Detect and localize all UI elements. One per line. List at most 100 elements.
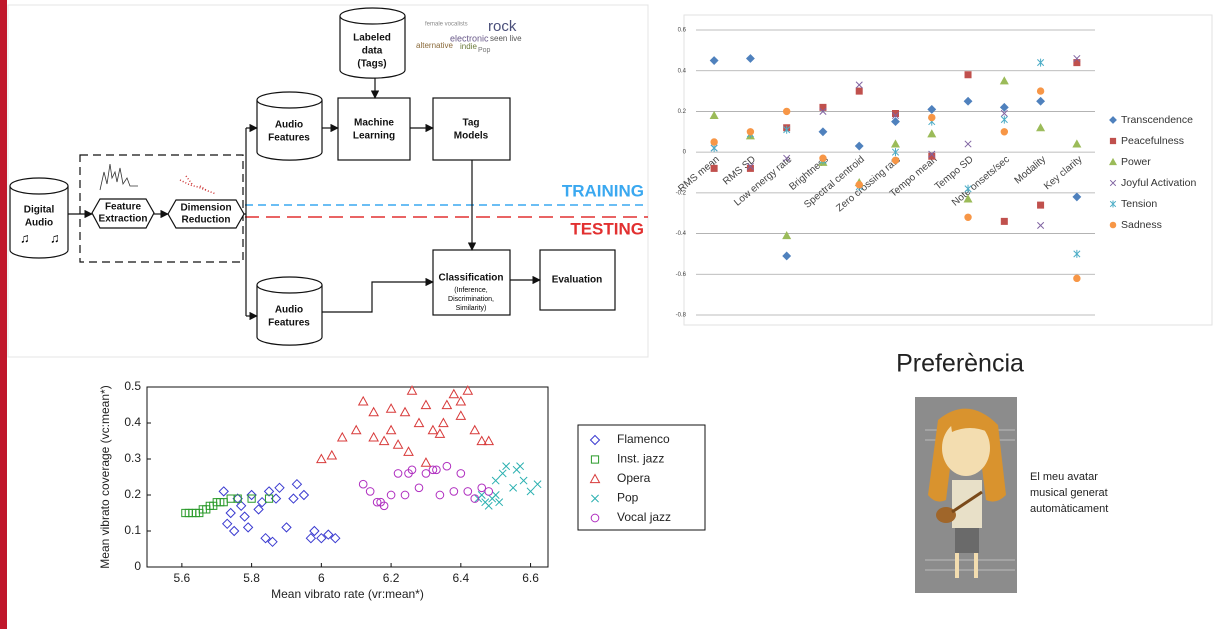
marker — [489, 495, 496, 502]
node-box — [338, 98, 410, 160]
testing-label: TESTING — [570, 219, 644, 238]
marker — [492, 477, 499, 484]
marker — [414, 419, 423, 427]
y-tick-label: -0.8 — [676, 313, 687, 319]
word-cloud: alternative — [416, 41, 453, 50]
marker — [856, 181, 863, 188]
marker — [856, 88, 862, 94]
marker — [422, 470, 430, 478]
marker — [428, 426, 437, 434]
marker — [317, 455, 326, 463]
marker — [470, 426, 479, 434]
marker — [327, 451, 336, 459]
marker — [439, 419, 448, 427]
avatar-caption: musical generat — [1030, 487, 1108, 499]
x-tick-label: 6.4 — [452, 571, 469, 585]
word-cloud: indie — [460, 42, 477, 51]
legend-label: Peacefulness — [1121, 135, 1184, 147]
marker — [369, 433, 378, 441]
y-tick-label: 0.6 — [678, 28, 687, 34]
cylinder-top — [257, 277, 322, 293]
word-cloud: rock — [488, 18, 517, 35]
marker — [711, 165, 717, 171]
marker — [275, 483, 284, 492]
avatar-caption: El meu avatar — [1030, 471, 1098, 483]
marker — [338, 433, 347, 441]
x-tick-label: 5.8 — [243, 571, 260, 585]
node-label: data — [362, 46, 383, 57]
marker — [359, 397, 368, 405]
chart-panel — [684, 15, 1212, 325]
word-cloud: female vocalists — [425, 22, 468, 28]
node-label: Models — [454, 131, 489, 142]
marker — [387, 426, 396, 434]
marker — [415, 484, 423, 492]
marker — [783, 108, 790, 115]
avatar-legs — [955, 528, 979, 553]
marker — [478, 484, 486, 492]
marker — [485, 502, 492, 509]
node-label: Feature — [105, 202, 142, 213]
node-label: Labeled — [353, 33, 391, 44]
marker — [443, 462, 451, 470]
node-label: Digital — [24, 205, 55, 216]
legend-marker — [1110, 222, 1116, 228]
marker — [369, 408, 378, 416]
marker — [1001, 218, 1007, 224]
avatar-guitar — [936, 507, 956, 523]
legend-label: Tension — [1121, 198, 1157, 210]
marker — [1001, 128, 1008, 135]
x-tick-label: 6.2 — [383, 571, 400, 585]
avatar-caption: automàticament — [1030, 503, 1108, 515]
y-tick-label: 0.4 — [678, 68, 687, 74]
legend-label: Power — [1121, 156, 1151, 168]
y-tick-label: -0.4 — [676, 231, 687, 237]
slide: TRAINING TESTING Digital Audio ♫ ♫ Featu… — [0, 0, 1213, 629]
marker — [499, 470, 506, 477]
marker — [436, 491, 444, 499]
word-cloud: seen live — [490, 34, 522, 43]
marker — [503, 463, 510, 470]
cylinder-top — [10, 178, 68, 194]
node-label: (Tags) — [357, 59, 386, 70]
node-label: Dimension — [180, 203, 231, 214]
pipeline-diagram: TRAINING TESTING Digital Audio ♫ ♫ Featu… — [8, 5, 648, 357]
node-sublabel: Discrimination, — [448, 296, 494, 303]
marker — [478, 491, 485, 498]
marker — [401, 408, 410, 416]
marker — [450, 488, 458, 496]
y-tick-label: 0.2 — [678, 109, 687, 115]
marker — [464, 488, 472, 496]
plot-frame — [147, 387, 548, 567]
node-label: Learning — [353, 131, 395, 142]
marker — [226, 509, 235, 518]
node-label: Features — [268, 133, 310, 144]
cylinder-top — [257, 92, 322, 108]
marker — [387, 404, 396, 412]
avatar-title: Preferència — [896, 350, 1024, 378]
note-icon: ♫ — [20, 230, 30, 245]
node-label: Extraction — [99, 214, 148, 225]
marker — [299, 491, 308, 500]
marker — [223, 519, 232, 528]
marker — [359, 480, 367, 488]
marker — [449, 390, 458, 398]
legend-label: Transcendence — [1121, 114, 1193, 126]
marker — [401, 491, 409, 499]
legend-label: Sadness — [1121, 219, 1162, 231]
node-label: Reduction — [182, 215, 231, 226]
marker — [352, 426, 361, 434]
marker — [394, 470, 402, 478]
note-icon: ♫ — [50, 230, 60, 245]
marker — [240, 512, 249, 521]
marker — [292, 480, 301, 489]
node-label: Classification — [438, 273, 503, 284]
marker — [421, 458, 430, 466]
marker — [421, 401, 430, 409]
node-label: Audio — [275, 120, 303, 131]
marker — [527, 488, 534, 495]
marker — [820, 155, 827, 162]
node-box — [433, 98, 510, 160]
word-cloud: Pop — [478, 47, 491, 54]
marker — [520, 477, 527, 484]
